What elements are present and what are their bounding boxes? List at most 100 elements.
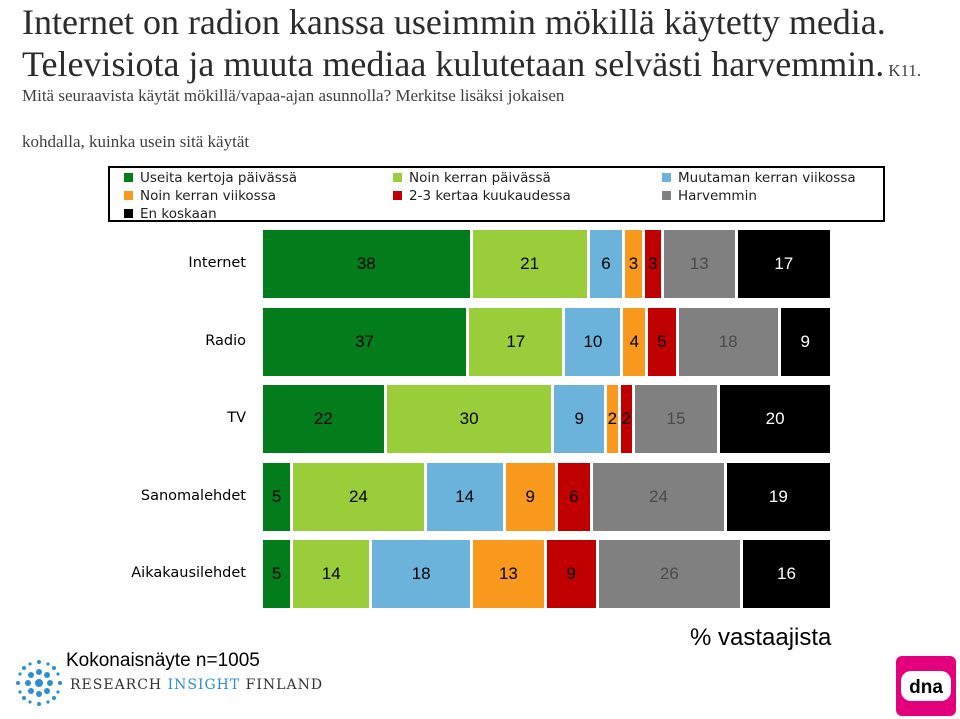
data-label: 19 <box>768 486 788 506</box>
category-label: Sanomalehdet <box>140 487 246 504</box>
data-label: 13 <box>689 254 709 273</box>
data-label: 5 <box>657 331 667 351</box>
data-label: 16 <box>777 564 796 583</box>
bar-segment: 14 <box>293 540 370 608</box>
bar-segment: 3 <box>644 230 661 298</box>
bar-segment: 10 <box>565 307 621 376</box>
bar-segment: 9 <box>505 462 555 531</box>
category-label: Aikakausilehdet <box>131 565 246 581</box>
bar-segment: 6 <box>557 462 591 531</box>
bar-segment: 16 <box>743 540 830 608</box>
legend-swatch <box>124 191 133 200</box>
data-label: 20 <box>765 409 785 428</box>
bar-segment: 30 <box>386 385 552 453</box>
legend-swatch <box>662 173 671 182</box>
data-label: 22 <box>313 409 333 428</box>
data-label: 15 <box>666 409 686 428</box>
dna-logo-mark: dna <box>901 671 951 701</box>
data-label: 30 <box>459 409 479 428</box>
data-label: 17 <box>774 254 794 273</box>
rif-dots-icon <box>16 660 62 706</box>
data-label: 9 <box>574 409 584 428</box>
rif-word-1: RESEARCH <box>70 677 168 693</box>
data-label: 4 <box>629 331 640 351</box>
bar-segment: 22 <box>263 385 384 453</box>
chart-legend: Useita kertoja päivässä Noin kerran päivä… <box>108 166 885 222</box>
bar-segment: 18 <box>678 307 778 376</box>
legend-item: Muutaman kerran viikossa <box>662 170 856 186</box>
bar-segment: 5 <box>263 540 291 608</box>
dna-logo: dna <box>896 656 956 716</box>
data-label: 14 <box>321 564 341 583</box>
legend-item: Noin kerran viikossa <box>124 188 276 204</box>
bar-segment: 2 <box>606 385 618 453</box>
legend-swatch <box>124 209 133 218</box>
data-label: 9 <box>566 564 576 583</box>
data-label: 2 <box>621 409 632 428</box>
bar-segment: 24 <box>293 462 424 531</box>
legend-item: Noin kerran päivässä <box>393 170 551 186</box>
bar-segment: 9 <box>546 540 596 608</box>
bar-segment: 15 <box>634 385 718 453</box>
unit-label: % vastaajista <box>690 624 832 651</box>
bar-segment: 17 <box>737 230 830 298</box>
data-label: 2 <box>607 409 618 428</box>
bar-segment: 19 <box>726 462 830 531</box>
bar-segment: 14 <box>426 462 503 531</box>
bar-segment: 20 <box>720 385 830 453</box>
bar-segment: 13 <box>663 230 735 298</box>
data-label: 24 <box>649 486 668 506</box>
legend-item: 2-3 kertaa kuukaudessa <box>393 188 571 204</box>
bar-segment: 37 <box>263 307 467 376</box>
legend-label: Useita kertoja päivässä <box>140 170 298 186</box>
data-label: 6 <box>569 486 579 506</box>
title-main: Internet on radion kanssa useimmin mökil… <box>22 2 886 84</box>
data-label: 18 <box>411 564 431 583</box>
data-label: 5 <box>271 486 282 506</box>
category-label: TV <box>227 410 246 426</box>
bar-segment: 5 <box>263 462 291 531</box>
bar-segment: 24 <box>593 462 724 531</box>
legend-swatch <box>393 191 402 200</box>
data-label: 14 <box>455 486 475 506</box>
svg-text:dna: dna <box>909 677 943 698</box>
data-label: 38 <box>356 254 376 273</box>
title-question-cont: kohdalla, kuinka usein sitä käytät <box>22 132 250 151</box>
category-label: Internet <box>188 255 246 271</box>
legend-label: Noin kerran viikossa <box>140 188 277 204</box>
data-label: 18 <box>718 331 738 351</box>
bar-segment: 9 <box>554 385 604 453</box>
chart-title: Internet on radion kanssa useimmin mökil… <box>22 2 952 106</box>
bar-segment: 5 <box>648 307 676 376</box>
rif-word-3: FINLAND <box>240 677 324 693</box>
data-label: 17 <box>506 331 526 351</box>
bar-segment: 6 <box>589 230 623 298</box>
bar-segment: 26 <box>598 540 740 608</box>
bar-segment: 38 <box>263 230 470 298</box>
data-label: 21 <box>520 254 540 273</box>
data-label: 37 <box>355 331 375 351</box>
bar-segment: 9 <box>780 307 830 376</box>
data-label: 5 <box>271 564 282 583</box>
bar-segment: 18 <box>372 540 471 608</box>
legend-label: Harvemmin <box>678 188 757 204</box>
category-label: Radio <box>205 332 246 349</box>
legend-label: En koskaan <box>140 206 217 222</box>
data-label: 9 <box>525 486 535 506</box>
legend-label: 2-3 kertaa kuukaudessa <box>409 188 571 204</box>
sample-size-note: Kokonaisnäyte n=1005 <box>66 650 260 671</box>
bar-segment: 13 <box>473 540 544 608</box>
bar-segment: 2 <box>620 385 632 453</box>
data-label: 6 <box>601 254 611 273</box>
legend-swatch <box>124 173 133 182</box>
legend-item: Useita kertoja päivässä <box>124 170 297 186</box>
legend-swatch <box>662 191 671 200</box>
legend-swatch <box>393 173 402 182</box>
bar-segment: 17 <box>469 307 563 376</box>
data-label: 26 <box>659 564 679 583</box>
rif-word-2: INSIGHT <box>167 677 241 693</box>
data-label: 3 <box>628 254 639 273</box>
data-label: 9 <box>800 331 811 351</box>
data-label: 13 <box>498 564 518 583</box>
